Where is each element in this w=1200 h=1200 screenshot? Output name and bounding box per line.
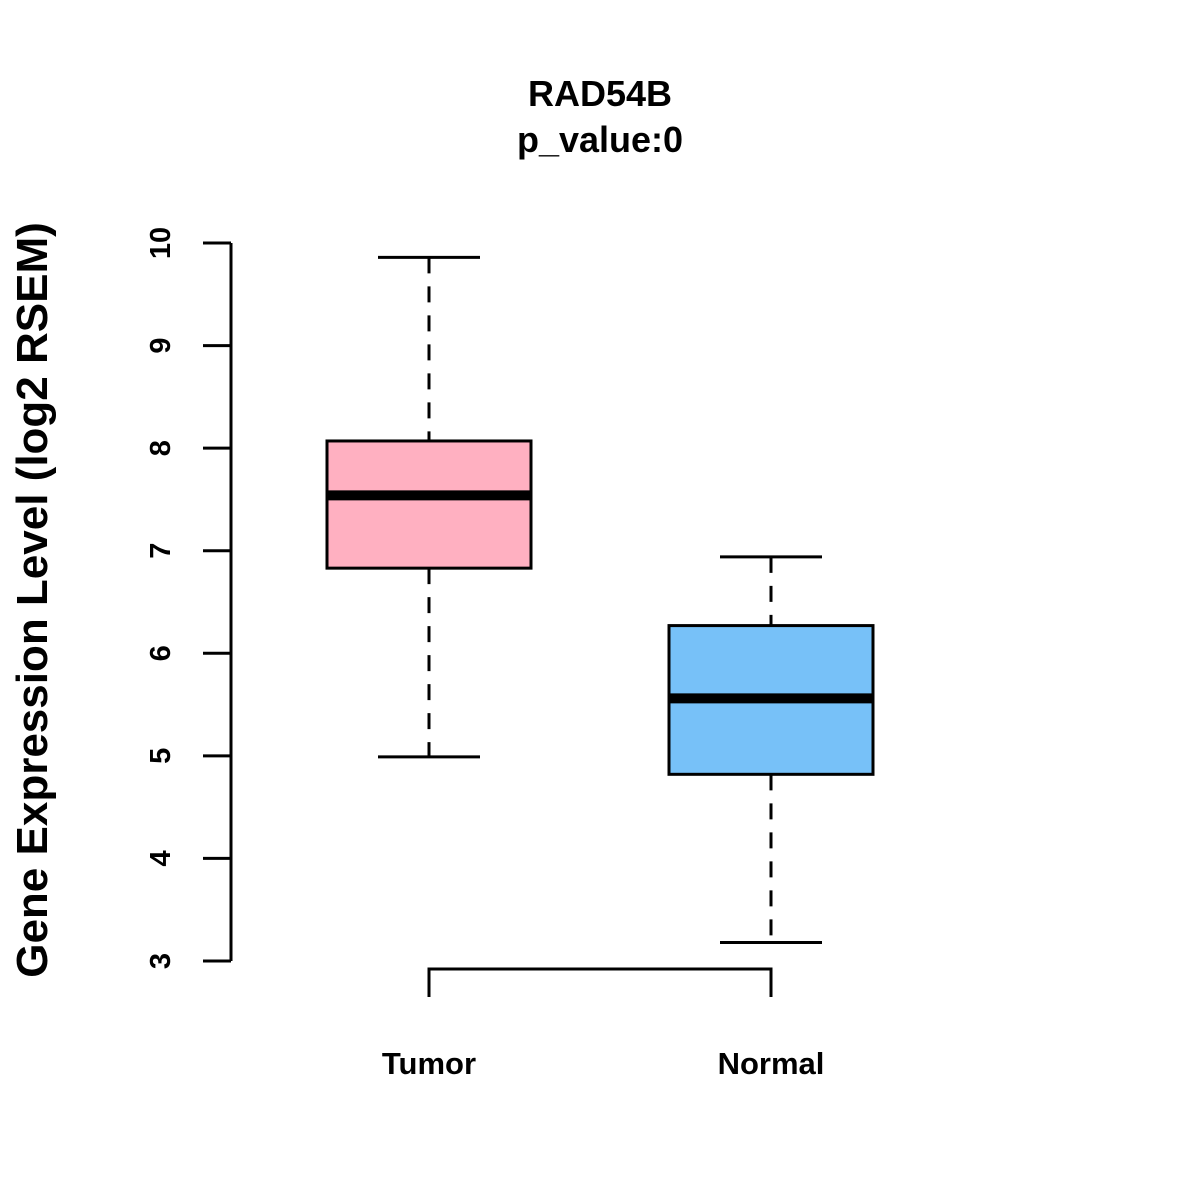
y-tick-label: 6 — [145, 645, 177, 661]
y-tick-label: 10 — [145, 227, 177, 259]
y-tick-label: 9 — [145, 338, 177, 354]
x-axis — [427, 967, 773, 997]
x-tick-label-normal: Normal — [718, 1046, 825, 1081]
y-tick-label: 7 — [145, 543, 177, 559]
iqr-box — [325, 439, 533, 570]
y-tick-label: 8 — [145, 440, 177, 456]
box-tumor — [325, 255, 533, 759]
x-tick-label-tumor: Tumor — [382, 1046, 476, 1081]
y-tick-label: 5 — [145, 748, 177, 764]
y-ticks: 3 4 5 6 7 8 9 10 — [145, 227, 231, 969]
y-tick-label: 3 — [145, 953, 177, 969]
y-axis-label: Gene Expression Level (log2 RSEM) — [8, 222, 57, 978]
y-tick-label: 4 — [145, 850, 177, 866]
chart-title: RAD54B — [528, 73, 672, 114]
box-series — [325, 255, 875, 945]
box-normal — [667, 555, 875, 945]
x-tick-labels: Tumor Normal — [382, 1046, 824, 1081]
chart-subtitle: p_value:0 — [517, 119, 683, 160]
